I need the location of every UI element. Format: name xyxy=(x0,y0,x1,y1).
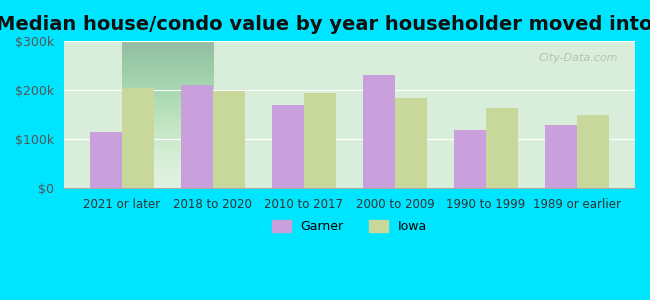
Title: Median house/condo value by year householder moved into unit: Median house/condo value by year househo… xyxy=(0,15,650,34)
Bar xyxy=(90,132,122,188)
Bar xyxy=(545,124,577,188)
Bar xyxy=(395,98,427,188)
Bar xyxy=(486,108,518,188)
Bar xyxy=(122,88,153,188)
Bar xyxy=(213,91,244,188)
Text: City-Data.com: City-Data.com xyxy=(538,53,618,63)
Bar xyxy=(454,130,486,188)
Bar xyxy=(181,85,213,188)
Bar xyxy=(272,105,304,188)
Bar xyxy=(304,93,336,188)
Bar xyxy=(577,115,609,188)
Legend: Garner, Iowa: Garner, Iowa xyxy=(267,214,432,238)
Bar xyxy=(363,74,395,188)
